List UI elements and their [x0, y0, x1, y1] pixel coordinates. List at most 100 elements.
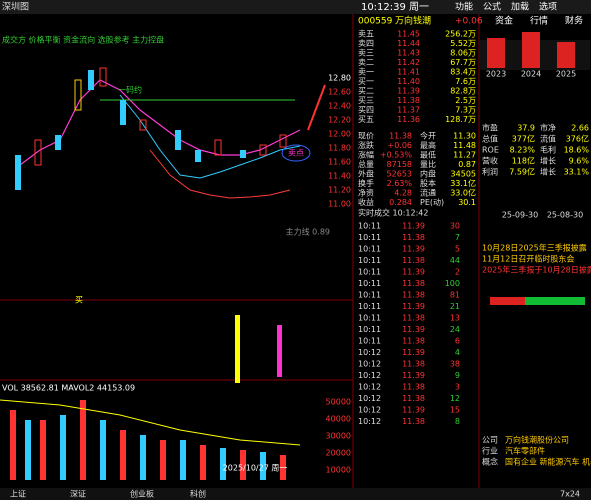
book-price: 11.45	[397, 30, 420, 39]
trade-time: 10:12	[358, 360, 381, 369]
y-tick-label: 20000	[326, 449, 351, 458]
tab[interactable]: 资金	[495, 15, 513, 27]
year-label: 2024	[521, 70, 541, 79]
trade-volume: 2	[455, 268, 460, 277]
menu-item[interactable]: 选项	[539, 1, 557, 13]
ratio-bar	[490, 297, 525, 305]
trade-time: 10:12	[358, 371, 381, 380]
stat-label: 换手	[358, 178, 374, 188]
y-tick-label: 12.60	[328, 88, 351, 97]
stat-label: 最低	[420, 150, 436, 160]
tab[interactable]: 财务	[565, 15, 583, 27]
status-time: 7x24	[560, 490, 580, 499]
stat-value: 11.38	[389, 132, 412, 141]
menu-item[interactable]: 加载	[511, 1, 529, 13]
status-item: 深证	[70, 490, 86, 499]
trade-time: 10:11	[358, 337, 381, 346]
trade-price: 11.39	[402, 406, 425, 415]
y-tick-label: 40000	[326, 415, 351, 424]
trade-volume: 21	[450, 302, 460, 311]
metric-value: 2.66	[571, 124, 589, 133]
y-tick-label: 12.40	[328, 102, 351, 111]
trade-price: 11.38	[402, 314, 425, 323]
signal-label: 买	[75, 296, 83, 305]
info-value: 万向钱潮股份公司	[505, 435, 569, 445]
book-price: 11.43	[397, 49, 420, 58]
stat-label: 净资	[358, 188, 374, 198]
y-tick-label: 11.60	[328, 158, 351, 167]
y-tick-label: 11.20	[328, 186, 351, 195]
book-price: 11.36	[397, 115, 420, 124]
news-item: 11月12日召开临时股东会	[482, 254, 574, 264]
stat-value: 30.1	[458, 198, 476, 207]
metric-value: 9.6%	[569, 157, 590, 166]
trade-price: 11.38	[402, 291, 425, 300]
trade-volume: 81	[450, 291, 460, 300]
clock: 10:12:39 周一	[361, 1, 429, 13]
book-volume: 256.2万	[445, 30, 476, 39]
tab[interactable]: 行情	[530, 15, 548, 27]
stat-value: 11.48	[453, 141, 476, 150]
book-price: 11.44	[397, 39, 420, 48]
status-bar	[0, 488, 591, 500]
trade-time: 10:11	[358, 314, 381, 323]
trade-price: 11.38	[402, 360, 425, 369]
book-volume: 5.52万	[450, 39, 476, 48]
book-label: 卖一	[358, 68, 374, 77]
news-item: 2025年三季报于10月28日披露	[482, 265, 591, 275]
trade-time: 10:11	[358, 268, 381, 277]
metric-label: 流值	[540, 134, 556, 144]
book-price: 11.37	[397, 106, 420, 115]
trade-time: 10:12	[358, 417, 381, 426]
menu-item[interactable]: 功能	[455, 1, 473, 13]
info-value: 汽车零部件	[505, 446, 545, 456]
stat-value: 2.63%	[387, 179, 413, 188]
stat-label: 最高	[420, 140, 436, 150]
book-volume: 83.4万	[450, 68, 476, 77]
volume-label: VOL 38562.81 MAVOL2 44153.09	[2, 384, 135, 393]
metric-value: 37.9	[517, 124, 535, 133]
book-label: 买一	[358, 77, 374, 86]
trade-time: 10:11	[358, 279, 381, 288]
metric-label: 营收	[482, 156, 498, 166]
trade-price: 11.38	[402, 394, 425, 403]
trade-time: 10:11	[358, 325, 381, 334]
trade-volume: 8	[455, 417, 460, 426]
y-tick-label: 11.00	[328, 200, 351, 209]
stat-label: 现价	[358, 132, 374, 141]
trade-volume: 13	[450, 314, 460, 323]
trade-time: 10:11	[358, 222, 381, 231]
stat-value: 11.27	[453, 151, 476, 160]
stat-label: 涨幅	[358, 150, 374, 160]
book-label: 卖三	[358, 49, 374, 58]
book-price: 11.40	[397, 77, 420, 86]
trade-volume: 12	[450, 394, 460, 403]
book-label: 卖五	[358, 30, 374, 39]
trade-price: 11.38	[402, 256, 425, 265]
date-label: 2025/10/27 周一	[223, 464, 288, 473]
trade-volume: 7	[455, 233, 460, 242]
trade-volume: 9	[455, 371, 460, 380]
trade-price: 11.39	[402, 325, 425, 334]
trade-volume: 4	[455, 348, 460, 357]
metric-value: 7.59亿	[509, 167, 535, 177]
book-label: 卖二	[358, 58, 374, 67]
trade-volume: 30	[450, 222, 460, 231]
stat-label: 外盘	[358, 169, 374, 179]
metric-value: 118亿	[512, 156, 535, 166]
trade-price: 11.39	[402, 268, 425, 277]
menu-item[interactable]: 公式	[483, 1, 501, 13]
metric-value: 33.1%	[564, 168, 590, 177]
stat-value: +0.53%	[380, 151, 413, 160]
trade-volume: 24	[450, 325, 460, 334]
metric-value: 18.6%	[564, 146, 590, 155]
annotation: 一码约	[118, 85, 142, 95]
trade-time: 10:12	[358, 383, 381, 392]
signal-label: 卖点	[288, 149, 304, 158]
book-volume: 2.5万	[455, 96, 476, 105]
stat-value: 87158	[387, 160, 412, 169]
stat-value: 0.87	[458, 160, 476, 169]
trades-title: 实时成交 10:12:42	[358, 208, 428, 218]
stat-value: 4.28	[394, 189, 412, 198]
year-bars	[487, 32, 575, 68]
